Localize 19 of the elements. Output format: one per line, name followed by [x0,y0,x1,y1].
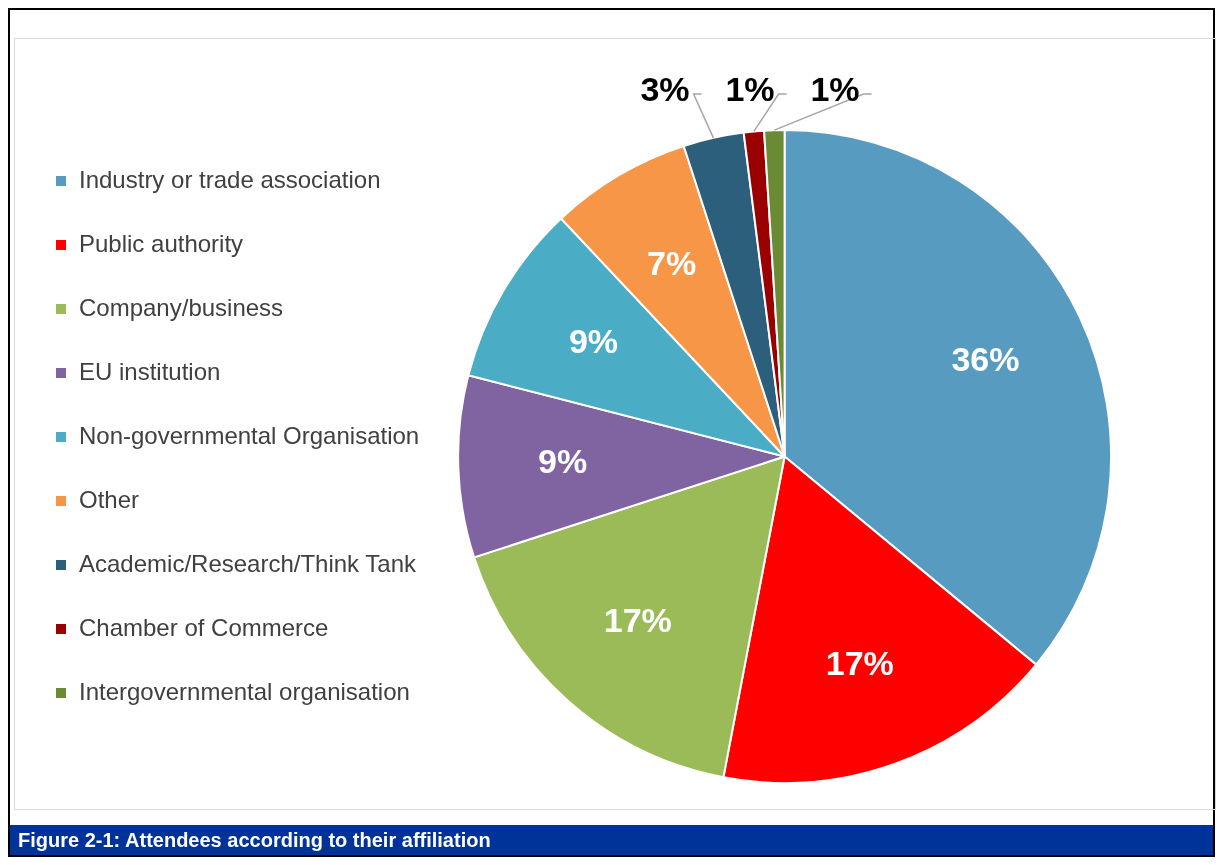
legend-label: Company/business [79,293,284,321]
legend-label: Industry or trade association [79,165,381,193]
data-label: 1% [810,70,860,109]
legend-label: Other [79,485,140,513]
legend-label: Intergovernmental organisation [79,677,410,705]
legend-label: Public authority [79,229,244,257]
data-label: 3% [640,70,690,109]
data-label: 7% [647,243,697,282]
data-label: 9% [568,321,619,360]
caption: Figure 2-1: Attendees according to their affiliation [10,825,1213,855]
legend-label: Chamber of Commerce [79,613,329,641]
data-label: 17% [825,643,894,682]
legend-label: EU institution [79,357,221,385]
legend-label: Non-governmental Organisation [79,421,420,449]
data-label: 36% [951,340,1020,379]
data-label: 17% [603,601,672,640]
legend-label: Academic/Research/Think Tank [79,549,418,577]
data-label: 1% [725,70,775,109]
data-label: 9% [538,441,588,480]
